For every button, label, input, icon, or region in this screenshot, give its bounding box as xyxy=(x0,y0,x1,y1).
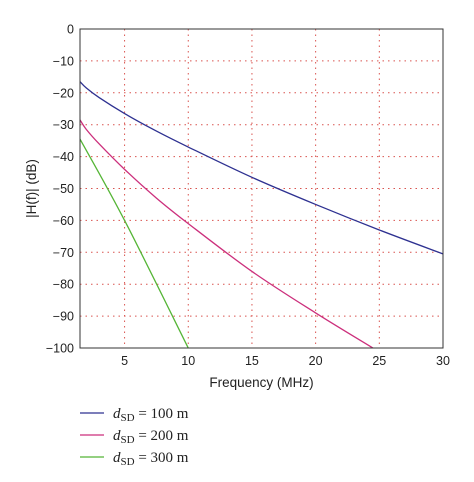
plot-frame xyxy=(79,28,444,349)
x-tick-label: 10 xyxy=(181,354,195,368)
y-tick-label: 0 xyxy=(67,23,74,37)
y-tick-label: −70 xyxy=(53,246,74,260)
x-tick-label: 25 xyxy=(372,354,386,368)
legend-label: dSD = 300 m xyxy=(113,450,189,468)
series-line-3 xyxy=(79,138,189,349)
x-tick-label: 20 xyxy=(309,354,323,368)
series-lines xyxy=(79,81,444,349)
grid xyxy=(80,29,443,348)
y-tick-label: −30 xyxy=(53,118,74,132)
y-tick-label: −60 xyxy=(53,214,74,228)
y-tick-label: −10 xyxy=(53,54,74,68)
y-tick-label: −90 xyxy=(53,310,74,324)
x-tick-label: 30 xyxy=(436,354,450,368)
y-axis-label: |H(f)| (dB) xyxy=(24,159,39,218)
x-tick-label: 5 xyxy=(121,354,128,368)
legend-label: dSD = 100 m xyxy=(113,406,189,424)
y-tick-labels: 0 −10 −20 −30 −40 −50 −60 −70 −80 −90 −100 xyxy=(46,23,74,356)
x-tick-labels: 5 10 15 20 25 30 xyxy=(121,354,450,368)
legend: dSD = 100 m dSD = 200 m dSD = 300 m xyxy=(80,406,189,468)
legend-label: dSD = 200 m xyxy=(113,428,189,446)
y-tick-label: −100 xyxy=(46,342,74,356)
series-line-1 xyxy=(79,81,444,255)
y-tick-label: −20 xyxy=(53,86,74,100)
x-tick-label: 15 xyxy=(245,354,259,368)
x-axis-label: Frequency (MHz) xyxy=(209,375,313,390)
y-tick-label: −80 xyxy=(53,278,74,292)
y-tick-label: −40 xyxy=(53,150,74,164)
y-tick-label: −50 xyxy=(53,182,74,196)
series-line-2 xyxy=(79,119,374,349)
